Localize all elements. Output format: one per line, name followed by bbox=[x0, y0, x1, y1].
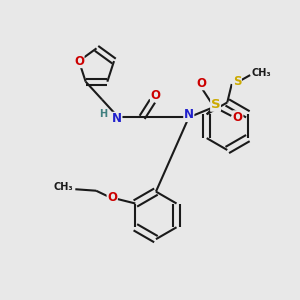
Text: S: S bbox=[233, 74, 241, 88]
Text: N: N bbox=[184, 109, 194, 122]
Text: O: O bbox=[196, 77, 206, 90]
Text: H: H bbox=[99, 109, 107, 119]
Text: O: O bbox=[107, 191, 117, 204]
Text: N: N bbox=[112, 112, 122, 125]
Text: CH₃: CH₃ bbox=[252, 68, 271, 78]
Text: CH₃: CH₃ bbox=[53, 182, 73, 192]
Text: O: O bbox=[151, 88, 160, 102]
Text: S: S bbox=[211, 98, 220, 111]
Text: O: O bbox=[74, 55, 84, 68]
Text: O: O bbox=[233, 111, 243, 124]
